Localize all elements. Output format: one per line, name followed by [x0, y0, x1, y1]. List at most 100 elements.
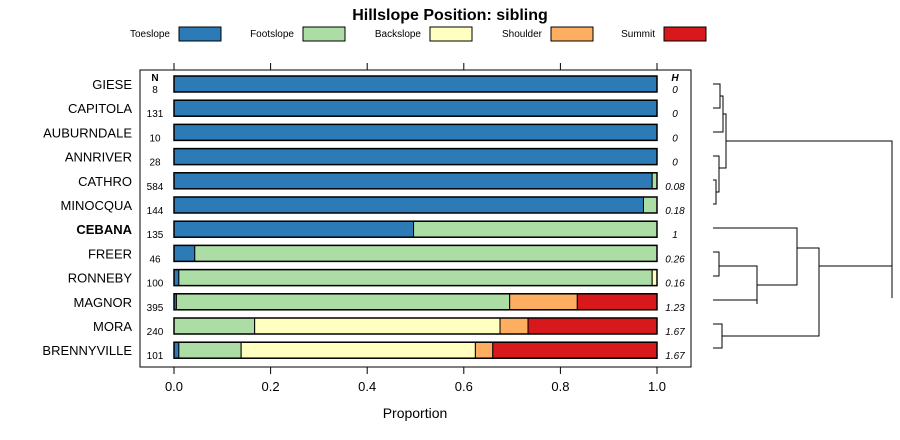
bar-row: GIESE 8 0 — [92, 75, 678, 96]
legend-label: Backslope — [375, 29, 422, 40]
row-label: AUBURNDALE — [43, 125, 132, 140]
h-value: 1.67 — [665, 327, 685, 338]
bar-row: BRENNYVILLE 101 1.67 — [42, 341, 685, 362]
n-value: 395 — [147, 303, 164, 314]
h-value: 1.23 — [665, 303, 685, 314]
row-label: ANNRIVER — [65, 150, 132, 165]
dendrogram-branch — [713, 155, 720, 168]
bar-segment-summit — [527, 317, 658, 335]
dendrogram — [713, 83, 893, 349]
n-value: 28 — [149, 158, 161, 169]
n-value: 131 — [147, 109, 164, 120]
bar-outline — [173, 293, 658, 311]
bar-row: FREER 46 0.26 — [88, 244, 685, 265]
legend-swatch — [663, 26, 707, 42]
row-label: FREER — [88, 246, 132, 261]
h-value: 0.08 — [665, 182, 685, 193]
bar-row: CAPITOLA 131 0 — [68, 99, 678, 120]
h-value: 1 — [672, 230, 678, 241]
top-axis-ticks — [173, 63, 658, 70]
bar-outline — [173, 317, 658, 335]
h-column-header: H — [671, 73, 679, 84]
row-label: MORA — [93, 319, 132, 334]
dendrogram-branch — [719, 141, 727, 169]
chart-title: Hillslope Position: sibling — [352, 7, 548, 24]
x-tick-label: 0.6 — [455, 379, 473, 394]
dendrogram-branch — [716, 168, 720, 193]
bar-outline — [173, 75, 658, 93]
bar-segment-footslope — [194, 244, 658, 262]
plot-frame — [139, 69, 692, 368]
bar-outline — [173, 341, 658, 359]
bar-segment-footslope — [173, 317, 256, 335]
n-value: 8 — [152, 85, 158, 96]
h-value: 0 — [672, 85, 678, 96]
n-value: 101 — [147, 351, 164, 362]
h-value: 1.67 — [665, 351, 685, 362]
dendrogram-branch — [719, 265, 758, 304]
n-value: 46 — [149, 254, 161, 265]
dendrogram-branch — [713, 192, 717, 205]
bar-segment-footslope — [178, 269, 653, 287]
bar-segment-toeslope — [173, 172, 653, 190]
n-value: 240 — [147, 327, 164, 338]
legend-swatch — [178, 26, 222, 42]
legend: Toeslope Footslope Backslope Shoulder Summit — [130, 26, 707, 42]
h-value: 0.26 — [665, 254, 685, 265]
dendrogram-branch — [713, 323, 723, 336]
n-value: 135 — [147, 230, 164, 241]
x-tick-label: 0.0 — [165, 379, 183, 394]
bar-segment-toeslope — [173, 123, 658, 141]
dendrogram-branch — [713, 266, 720, 277]
bar-segment-toeslope — [173, 244, 196, 262]
dendrogram-branch — [713, 336, 723, 349]
h-value: 0 — [672, 133, 678, 144]
x-axis: 0.0 0.2 0.4 0.6 0.8 1.0 — [165, 367, 666, 394]
n-value: 584 — [147, 182, 164, 193]
bar-segment-toeslope — [173, 148, 658, 166]
bar-outline — [173, 268, 658, 287]
bar-segment-footslope — [642, 196, 658, 214]
n-value: 100 — [147, 279, 164, 290]
dendrogram-branch — [723, 113, 727, 141]
bar-segment-toeslope — [173, 220, 415, 238]
bar-segment-backslope — [240, 341, 476, 359]
legend-label: Shoulder — [502, 29, 543, 40]
dendrogram-branch — [797, 247, 820, 266]
x-tick-label: 1.0 — [648, 379, 666, 394]
bar-segment-summit — [492, 341, 658, 359]
bar-segment-backslope — [254, 317, 501, 335]
bar-segment-footslope — [175, 293, 511, 311]
bar-outline — [173, 172, 658, 190]
dendrogram-branch — [713, 299, 758, 304]
bar-outline — [173, 196, 658, 214]
bar-row: CEBANA 135 1 — [76, 220, 678, 241]
x-tick-label: 0.8 — [551, 379, 569, 394]
row-label: MINOCQUA — [61, 198, 133, 213]
bar-outline — [173, 220, 658, 238]
bar-row: RONNEBY 100 0.16 — [68, 268, 685, 290]
bar-row: AUBURNDALE 10 0 — [43, 123, 678, 144]
h-value: 0 — [672, 158, 678, 169]
legend-label: Toeslope — [130, 29, 170, 40]
bar-segment-shoulder — [499, 317, 529, 335]
legend-label: Footslope — [250, 29, 294, 40]
n-column-header: N — [151, 73, 158, 84]
bar-segment-footslope — [413, 220, 658, 238]
dendrogram-branch — [726, 140, 893, 298]
n-value: 10 — [149, 133, 161, 144]
dendrogram-branch — [713, 251, 720, 266]
bar-outline — [173, 123, 658, 142]
h-value: 0 — [672, 109, 678, 120]
row-label: BRENNYVILLE — [42, 343, 132, 358]
row-label: GIESE — [92, 77, 132, 92]
dendrogram-branch — [713, 83, 721, 96]
h-value: 0.16 — [665, 279, 685, 290]
row-label: CEBANA — [76, 222, 132, 237]
dendrogram-branch — [722, 266, 820, 337]
bar-segment-footslope — [178, 341, 242, 359]
bar-segment-summit — [576, 293, 658, 311]
dendrogram-branch — [713, 96, 721, 109]
